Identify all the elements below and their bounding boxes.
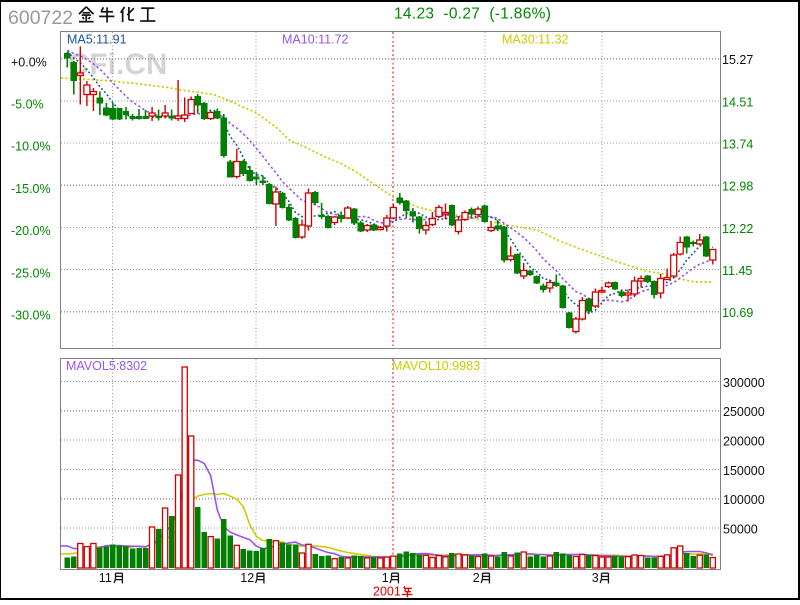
svg-text:15.27: 15.27 [722, 53, 753, 67]
svg-text:14.51: 14.51 [722, 95, 753, 109]
svg-text:12.98: 12.98 [722, 180, 753, 194]
svg-text:1: 1 [382, 571, 389, 585]
svg-text:13.74: 13.74 [722, 137, 753, 151]
svg-text:2001: 2001 [373, 585, 401, 599]
svg-text:-20.0%: -20.0% [11, 224, 51, 238]
svg-text:MA30:11.32: MA30:11.32 [502, 33, 569, 47]
svg-text:150000: 150000 [723, 464, 765, 478]
svg-text:200000: 200000 [723, 434, 765, 448]
svg-text:12: 12 [240, 571, 254, 585]
svg-text:2: 2 [473, 571, 480, 585]
svg-text:-30.0%: -30.0% [11, 308, 51, 322]
svg-text:3: 3 [592, 571, 599, 585]
svg-text:14.23 -0.27 (-1.86%): 14.23 -0.27 (-1.86%) [394, 6, 551, 23]
svg-text:300000: 300000 [723, 376, 765, 390]
svg-text:-25.0%: -25.0% [11, 266, 51, 280]
svg-text:250000: 250000 [723, 405, 765, 419]
svg-text:11.45: 11.45 [722, 264, 752, 278]
svg-text:MAVOL10:9983: MAVOL10:9983 [392, 359, 480, 373]
svg-text:-10.0%: -10.0% [11, 140, 51, 154]
svg-text:11: 11 [99, 571, 112, 585]
svg-text:MA5:11.91: MA5:11.91 [67, 33, 127, 47]
svg-text:50000: 50000 [723, 522, 758, 536]
svg-text:600722: 600722 [8, 7, 73, 29]
svg-text:100000: 100000 [723, 493, 765, 507]
svg-text:+0.0%: +0.0% [11, 55, 47, 69]
svg-text:-15.0%: -15.0% [11, 182, 51, 196]
svg-text:CFi.CN: CFi.CN [68, 48, 168, 81]
svg-text:12.22: 12.22 [722, 222, 753, 236]
svg-text:-5.0%: -5.0% [11, 98, 44, 112]
svg-text:MA10:11.72: MA10:11.72 [282, 33, 349, 47]
svg-text:10.69: 10.69 [722, 306, 753, 320]
svg-text:MAVOL5:8302: MAVOL5:8302 [66, 359, 147, 373]
